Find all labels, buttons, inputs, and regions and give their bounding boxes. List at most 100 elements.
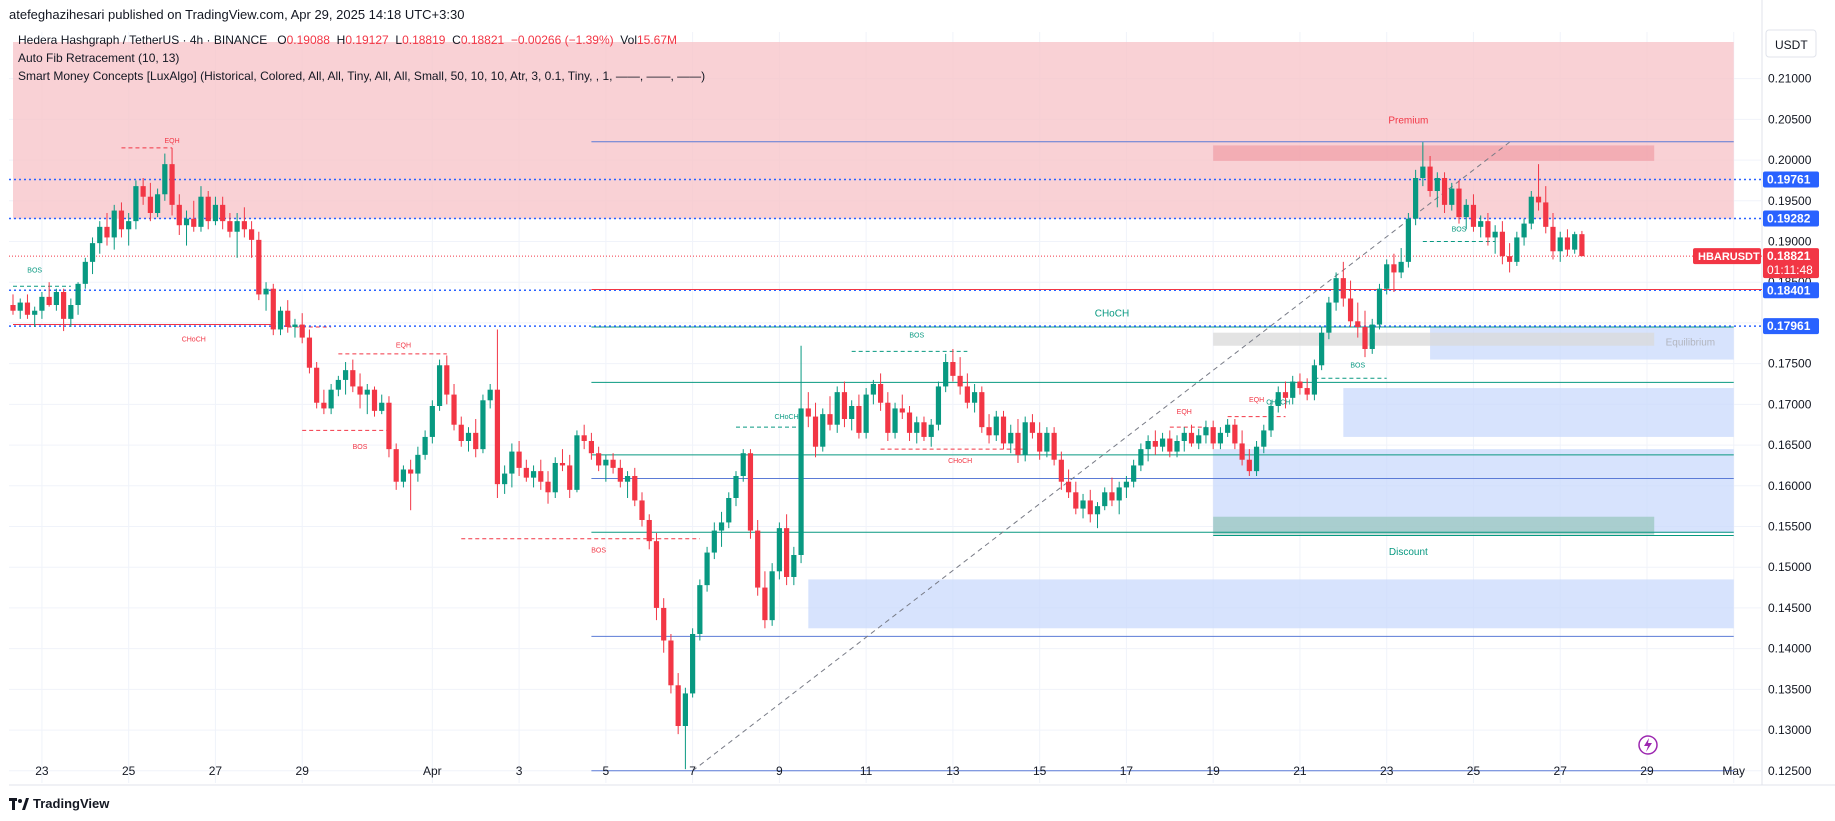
candle <box>755 519 761 596</box>
candle <box>241 207 247 238</box>
candle-body <box>1355 321 1361 327</box>
candle-body <box>892 408 898 433</box>
candle <box>1109 477 1115 507</box>
tradingview-logo-icon <box>9 797 29 810</box>
smc-zones <box>13 42 1734 629</box>
candle <box>183 210 190 246</box>
candle-body <box>111 210 117 238</box>
indicator-fib-legend[interactable]: Auto Fib Retracement (10, 13) <box>18 51 180 65</box>
candle-body <box>1311 365 1317 395</box>
change-value: −0.00266 (−1.39%) <box>510 33 614 47</box>
candle <box>567 454 573 498</box>
candle <box>1434 172 1440 208</box>
candle-body <box>762 587 768 621</box>
candle <box>574 430 580 493</box>
open-value: 0.19088 <box>286 33 330 47</box>
structure-label: EQH <box>164 138 179 145</box>
candle <box>277 306 284 336</box>
candle <box>191 200 197 232</box>
fib-price-badge <box>1763 318 1819 335</box>
price-tick-label: 0.12500 <box>1768 764 1812 778</box>
candle-body <box>1535 196 1542 203</box>
candle <box>1456 180 1462 224</box>
symbol-title[interactable]: Hedera Hashgraph / TetherUS · 4h · BINAN… <box>18 33 268 47</box>
candle <box>270 283 276 336</box>
candle <box>559 449 566 472</box>
structure-label: EQH <box>1177 409 1192 416</box>
candle-body <box>386 402 392 450</box>
candle <box>1398 248 1404 279</box>
symbol-badge-label: HBARUSDT <box>1698 251 1760 263</box>
candle <box>849 400 855 431</box>
candle-body <box>198 196 204 227</box>
candle-body <box>567 465 573 490</box>
candle <box>1347 280 1354 327</box>
structure-label: BOS <box>1452 227 1467 234</box>
candle-body <box>104 226 110 238</box>
candle-body <box>704 552 710 586</box>
candle <box>1116 481 1122 515</box>
tradingview-footer[interactable]: TradingView <box>9 796 109 811</box>
candle-body <box>1333 278 1339 303</box>
candle-body <box>263 288 269 295</box>
candle <box>776 522 782 580</box>
structure-labels: EQHBOSCHoCHEQHBOSBOSCHoCHBOSCHoCHCHoCHEQ… <box>27 115 1715 558</box>
candle-body <box>321 402 327 409</box>
structure-label: CHoCH <box>775 414 799 421</box>
candle-body <box>1029 422 1036 433</box>
candle-body <box>494 389 501 485</box>
candle-body <box>798 408 804 555</box>
price-axis[interactable]: 0.210000.205000.200000.195000.190000.185… <box>1693 29 1819 778</box>
candle-body <box>1145 441 1151 450</box>
candle <box>516 441 522 477</box>
candle <box>1463 199 1469 230</box>
candle-body <box>314 367 320 403</box>
candle-body <box>690 633 696 694</box>
candle-body <box>118 210 125 230</box>
candle-body <box>1232 424 1238 444</box>
candle <box>97 221 103 254</box>
candle-body <box>530 471 537 478</box>
candle-body <box>487 389 493 401</box>
candle <box>371 386 378 417</box>
fib-price-label: 0.19761 <box>1767 173 1811 187</box>
candle-body <box>89 243 96 262</box>
fib-price-badge <box>1763 282 1819 299</box>
candle <box>1080 493 1086 519</box>
candle <box>1044 427 1050 458</box>
candle-body <box>1384 264 1390 289</box>
candle <box>624 471 631 498</box>
candle-body <box>1434 177 1440 192</box>
candle-body <box>856 405 862 433</box>
candle <box>1362 310 1368 358</box>
candle-body <box>1521 223 1527 238</box>
candle-body <box>711 530 717 553</box>
candle-body <box>306 337 313 368</box>
candle-body <box>75 283 81 306</box>
time-axis[interactable]: 23 25 27 29 Apr 3 5 7 9 11 13 15 17 19 21 23 25 27 29 May <box>35 735 1745 778</box>
candle-body <box>429 405 435 437</box>
candle <box>227 213 233 238</box>
candle-body <box>675 685 681 726</box>
time-tick-label: 23 <box>35 764 49 778</box>
candle-body <box>277 310 284 330</box>
price-tick-label: 0.19000 <box>1768 235 1812 249</box>
candle <box>1015 419 1021 463</box>
candle <box>263 282 269 311</box>
candle <box>1094 502 1101 529</box>
candle <box>986 414 992 444</box>
price-tick-label: 0.21000 <box>1768 72 1812 86</box>
candle-body <box>885 402 891 433</box>
candle <box>111 204 117 250</box>
candle <box>1232 419 1238 450</box>
candle <box>444 355 450 405</box>
candle-body <box>465 432 472 441</box>
price-tick-label: 0.13000 <box>1768 723 1812 737</box>
candle <box>1326 296 1332 340</box>
candle-body <box>755 530 761 588</box>
candle <box>993 410 999 441</box>
indicator-smc-legend[interactable]: Smart Money Concepts [LuxAlgo] (Historic… <box>18 69 706 83</box>
candle <box>1275 386 1281 413</box>
candle-body <box>155 194 161 213</box>
